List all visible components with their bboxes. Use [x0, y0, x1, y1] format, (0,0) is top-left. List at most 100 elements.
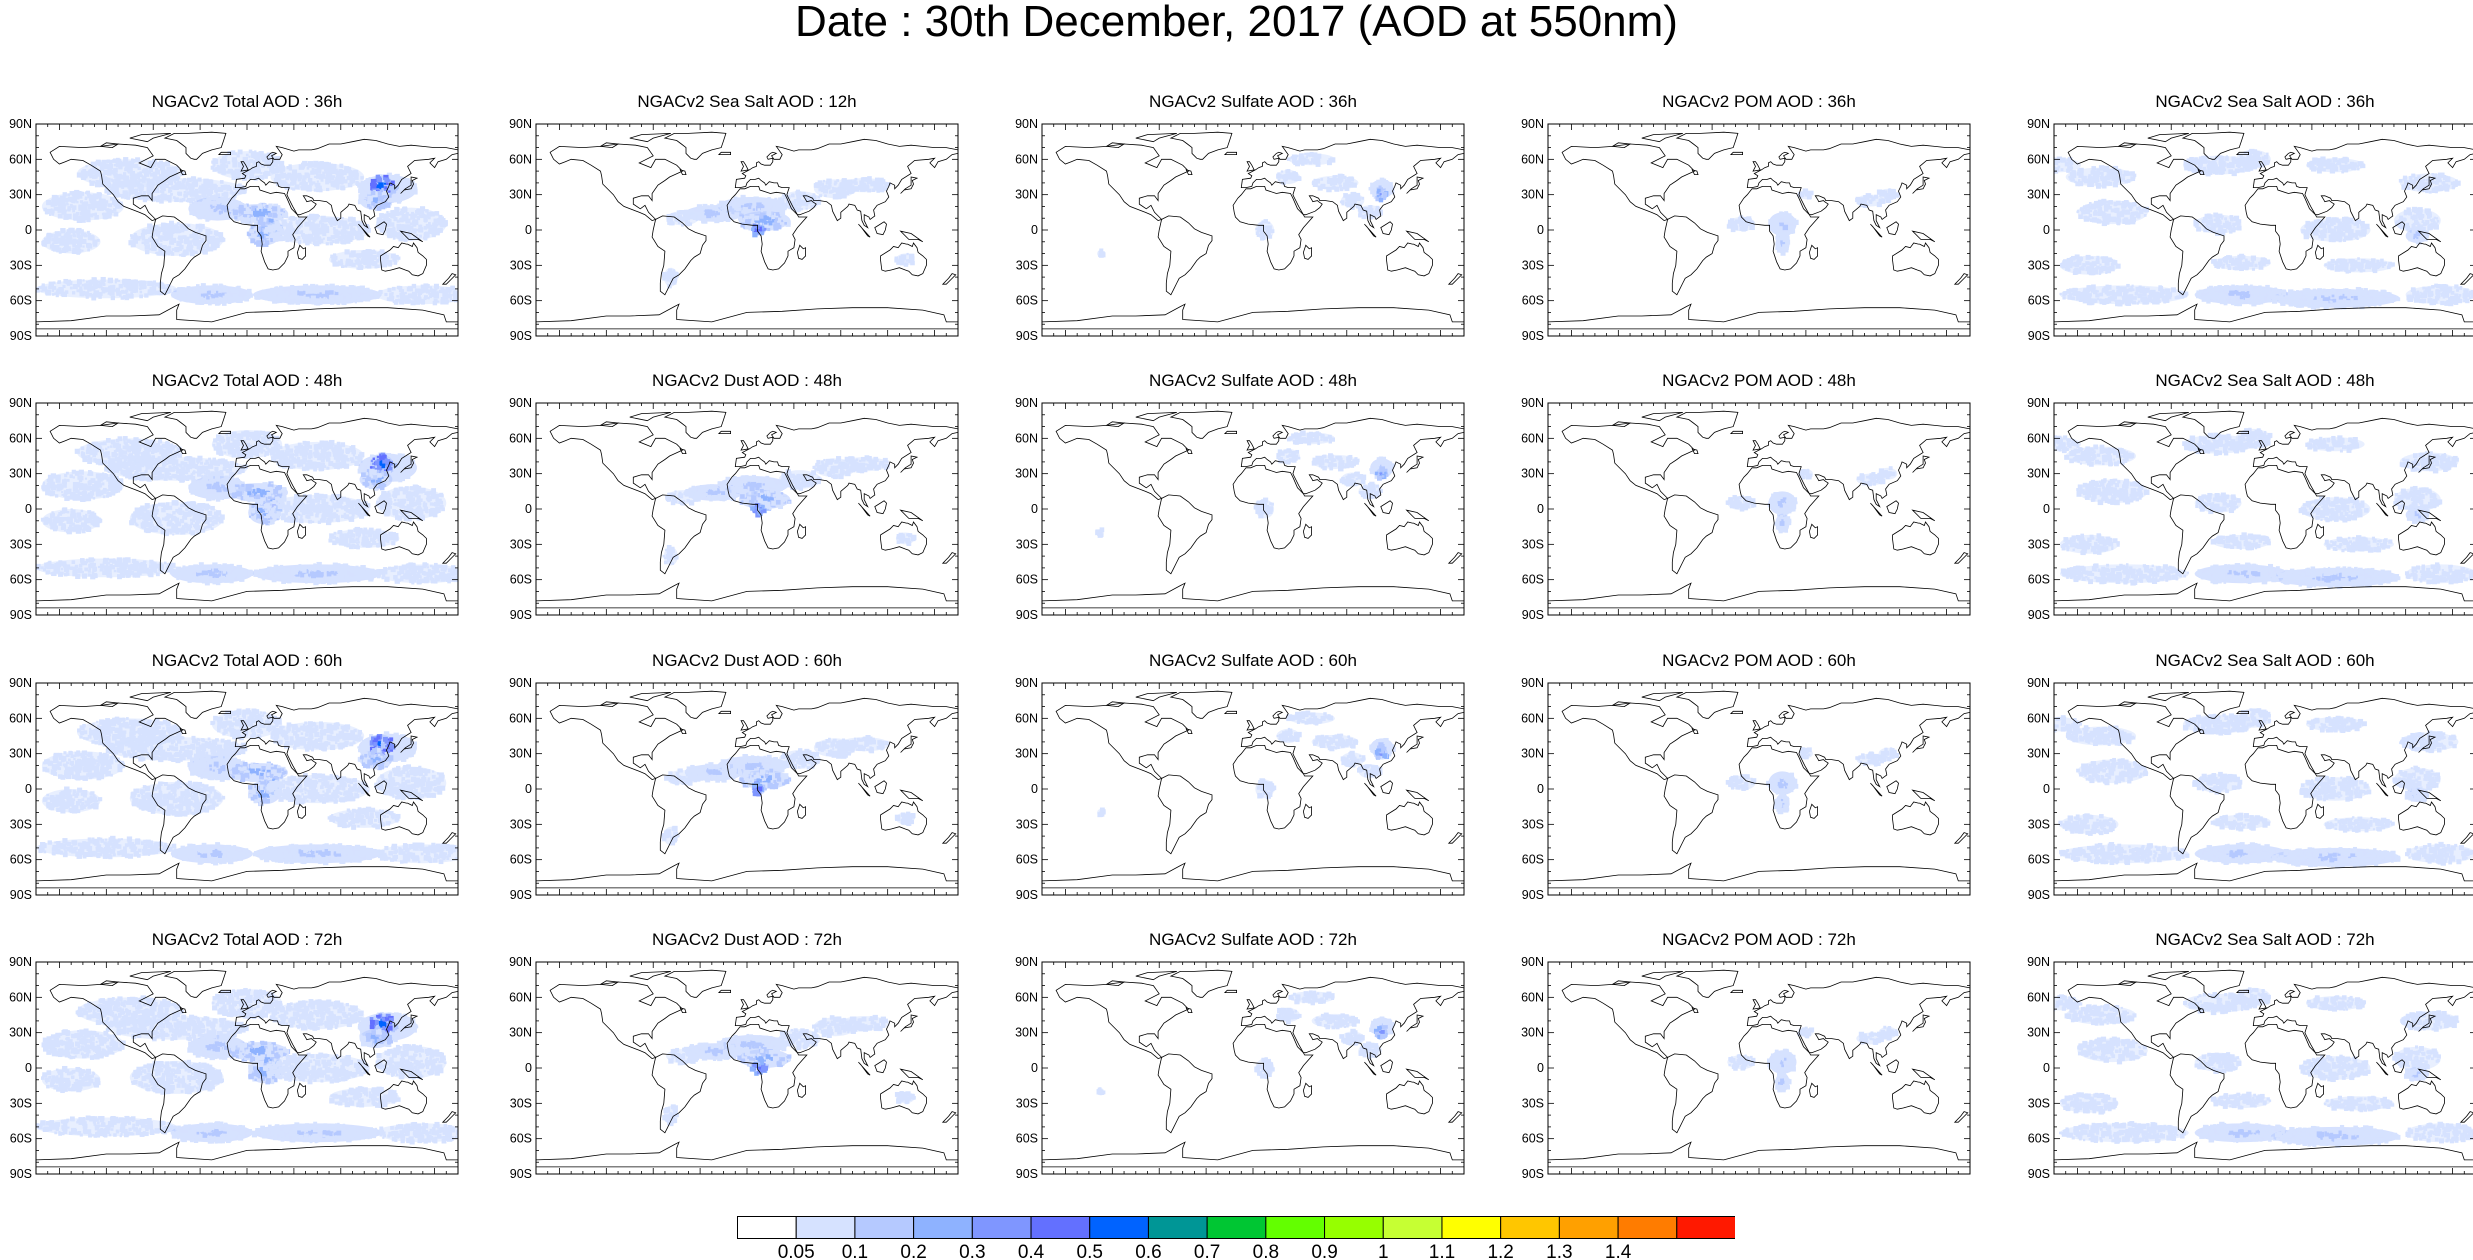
lon-tick-label: 120W: [1096, 623, 1129, 625]
lon-tick-label: 160W: [43, 1182, 76, 1184]
lon-tick-label: 40E: [283, 623, 305, 625]
map-panel: NGACv2 POM AOD : 48h 90N 60N 30N 0 30S 60S 90S 1…: [1512, 371, 1971, 625]
lat-tick-label: 60S: [1522, 1132, 1544, 1146]
lon-tick-label: 80E: [830, 903, 852, 905]
panel-title: NGACv2 Sea Salt AOD : 36h: [2054, 92, 2473, 112]
map-plot: 90N 60N 30N 0 30S 60S 90S 160W 120W 80W 40W 0 40E 80E…: [1015, 117, 1465, 346]
map-panel: NGACv2 Total AOD : 36h 90N 60N 30N 0 30S 60S 90…: [0, 92, 459, 346]
colorbar-box: [913, 1216, 973, 1239]
lon-tick-label: 120W: [1096, 1182, 1129, 1184]
lon-tick-label: 40E: [1289, 903, 1311, 905]
lat-tick-label: 30S: [10, 537, 32, 551]
lon-tick-label: 120E: [1379, 623, 1408, 625]
lon-tick-label: 160W: [43, 344, 76, 346]
map-panel: NGACv2 Sulfate AOD : 72h 90N 60N 30N 0 30S 60S…: [1006, 930, 1465, 1184]
lat-tick-label: 30N: [1015, 747, 1038, 761]
colorbar-box: [1500, 1216, 1560, 1239]
colorbar-box: [1617, 1216, 1678, 1239]
lat-tick-label: 90S: [2028, 329, 2050, 343]
lon-tick-label: 120E: [2391, 1182, 2420, 1184]
lon-tick-label: 80E: [1842, 1182, 1864, 1184]
lon-tick-label: 80W: [1146, 344, 1172, 346]
map-plot: 90N 60N 30N 0 30S 60S 90S 160W 120W 80W 40W 0 40E 80E…: [509, 676, 959, 905]
map-panel: NGACv2 Dust AOD : 60h 90N 60N 30N 0 30S 60S 90S…: [500, 651, 959, 905]
lat-tick-label: 30S: [2028, 258, 2050, 272]
lon-tick-label: 80E: [1336, 623, 1358, 625]
lat-tick-label: 60N: [509, 990, 532, 1004]
colorbar-box: [854, 1216, 915, 1239]
map-panel: NGACv2 Sea Salt AOD : 36h 90N 60N 30N 0 30S 60…: [2018, 92, 2473, 346]
lat-tick-label: 30N: [1015, 1026, 1038, 1040]
lon-tick-label: 40W: [687, 344, 713, 346]
aod-field: [1042, 683, 1464, 895]
colorbar-label: 0.6: [1135, 1242, 1161, 1260]
lat-tick-label: 90S: [2028, 1167, 2050, 1181]
aod-field: [1548, 403, 1970, 615]
lon-tick-label: 160W: [543, 344, 576, 346]
colorbar: 0.05 0.1 0.2 0.3 0.4 0.5 0.6 0.7 0.8 0.9 1 1.1 1.2 1.…: [737, 1216, 1735, 1260]
lon-tick-label: 160W: [543, 903, 576, 905]
lat-tick-label: 30S: [510, 258, 532, 272]
lat-tick-label: 90S: [1522, 608, 1544, 622]
lat-tick-label: 30N: [1015, 467, 1038, 481]
lat-tick-label: 90N: [2027, 117, 2050, 131]
lat-tick-label: 30S: [510, 537, 532, 551]
lon-tick-label: 40W: [1193, 623, 1219, 625]
lat-tick-label: 60S: [1522, 294, 1544, 308]
lat-tick-label: 60N: [2027, 152, 2050, 166]
lon-tick-label: 120W: [2108, 903, 2141, 905]
lon-tick-label: 120E: [2391, 623, 2420, 625]
panel-title: NGACv2 Dust AOD : 48h: [536, 371, 958, 391]
lat-tick-label: 60S: [1522, 853, 1544, 867]
lon-tick-label: 160E: [1932, 344, 1961, 346]
lat-tick-label: 90S: [10, 329, 32, 343]
lon-tick-label: 80W: [2158, 344, 2184, 346]
lat-tick-label: 90N: [2027, 676, 2050, 690]
lon-tick-label: 40E: [1795, 1182, 1817, 1184]
lon-tick-label: 80E: [1842, 623, 1864, 625]
lat-tick-label: 0: [525, 502, 532, 516]
lon-tick-label: 0: [744, 1182, 751, 1184]
lat-tick-label: 60N: [2027, 990, 2050, 1004]
lon-tick-label: 40W: [187, 1182, 213, 1184]
map-panel: NGACv2 Total AOD : 60h 90N 60N 30N 0 30S 60S 90…: [0, 651, 459, 905]
lon-tick-label: 160W: [543, 623, 576, 625]
lat-tick-label: 30N: [509, 1026, 532, 1040]
lat-tick-label: 0: [1537, 223, 1544, 237]
lon-tick-label: 120E: [873, 1182, 902, 1184]
colorbar-box: [1089, 1216, 1149, 1239]
lon-tick-label: 80W: [1146, 623, 1172, 625]
lon-tick-label: 80E: [1336, 1182, 1358, 1184]
lat-tick-label: 30S: [1016, 258, 1038, 272]
lon-tick-label: 40W: [2205, 903, 2231, 905]
panel-title: NGACv2 POM AOD : 36h: [1548, 92, 1970, 112]
lat-tick-label: 90S: [10, 1167, 32, 1181]
lon-tick-label: 80E: [2348, 903, 2370, 905]
lon-tick-label: 160E: [2438, 344, 2467, 346]
lat-tick-label: 60S: [1016, 853, 1038, 867]
lon-tick-label: 40E: [2301, 623, 2323, 625]
lat-tick-label: 90S: [10, 888, 32, 902]
panel-title: NGACv2 Sulfate AOD : 60h: [1042, 651, 1464, 671]
map-panel: NGACv2 Total AOD : 48h 90N 60N 30N 0 30S 60S 90…: [0, 371, 459, 625]
map-panel: NGACv2 Sea Salt AOD : 48h 90N 60N 30N 0 30S 60…: [2018, 371, 2473, 625]
lat-tick-label: 90S: [2028, 608, 2050, 622]
aod-field: [536, 962, 958, 1174]
lat-tick-label: 30S: [10, 258, 32, 272]
lon-tick-label: 40E: [2301, 344, 2323, 346]
panel-title: NGACv2 Total AOD : 36h: [36, 92, 458, 112]
colorbar-label: 1.3: [1546, 1242, 1572, 1260]
lat-tick-label: 60S: [1016, 294, 1038, 308]
lon-tick-label: 120E: [1379, 344, 1408, 346]
lon-tick-label: 40E: [783, 623, 805, 625]
lon-tick-label: 0: [1250, 623, 1257, 625]
map-panel: NGACv2 Sulfate AOD : 60h 90N 60N 30N 0 30S 60S…: [1006, 651, 1465, 905]
panel-title: NGACv2 Sea Salt AOD : 72h: [2054, 930, 2473, 950]
lat-tick-label: 60N: [1015, 152, 1038, 166]
lat-tick-label: 60S: [2028, 853, 2050, 867]
colorbar-label: 0.8: [1253, 1242, 1279, 1260]
lat-tick-label: 60N: [1015, 990, 1038, 1004]
lon-tick-label: 160W: [1555, 903, 1588, 905]
map-panel: NGACv2 POM AOD : 60h 90N 60N 30N 0 30S 60S 90S 1…: [1512, 651, 1971, 905]
lat-tick-label: 0: [25, 223, 32, 237]
